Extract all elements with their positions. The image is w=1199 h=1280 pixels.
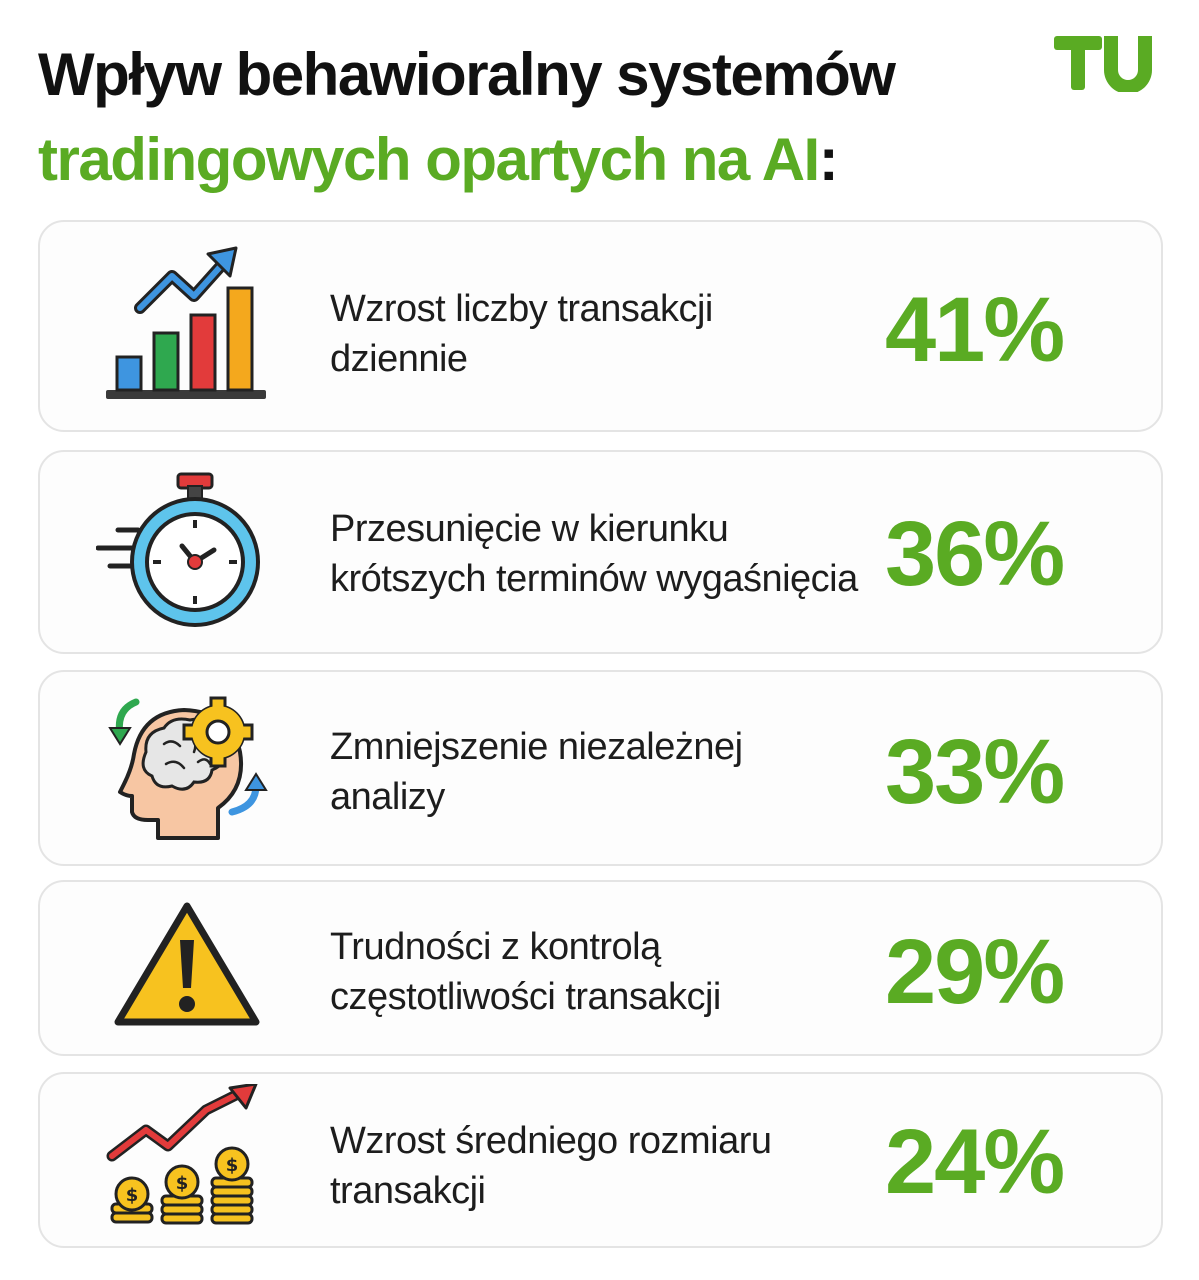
warning-triangle-icon	[114, 902, 260, 1026]
stat-label: Wzrost liczby transakcji dziennie	[330, 284, 713, 384]
stat-label: Wzrost średniego rozmiaru transakcji	[330, 1116, 772, 1216]
stat-label-line-2: dziennie	[330, 338, 468, 380]
page-title-colon: :	[818, 126, 839, 193]
stat-label: Zmniejszenie niezależnej analizy	[330, 722, 743, 822]
stopwatch-icon	[96, 472, 260, 627]
stat-label-line-1: Wzrost średniego rozmiaru	[330, 1120, 772, 1162]
stat-label-line-1: Wzrost liczby transakcji	[330, 288, 713, 330]
tu-logo	[1054, 36, 1152, 92]
stat-card-independent-analysis: Zmniejszenie niezależnej analizy 33%	[38, 670, 1163, 866]
svg-text:$: $	[126, 1185, 139, 1206]
coins-growth-icon: $ $ $	[106, 1084, 258, 1225]
stat-label-line-2: transakcji	[330, 1170, 486, 1212]
page-title-line-2: tradingowych opartych na AI:	[38, 125, 839, 194]
header: Wpływ behawioralny systemów tradingowych…	[38, 30, 1168, 200]
stat-label: Przesunięcie w kierunku krótszych termin…	[330, 504, 858, 604]
stat-label-line-2: analizy	[330, 776, 445, 818]
stat-card-shorter-expiry: Przesunięcie w kierunku krótszych termin…	[38, 450, 1163, 654]
stat-label-line-1: Trudności z kontrolą	[330, 926, 661, 968]
svg-text:$: $	[226, 1155, 239, 1176]
stat-label-line-2: częstotliwości transakcji	[330, 976, 721, 1018]
page-title-line-1: Wpływ behawioralny systemów	[38, 41, 896, 108]
page-title-accent: tradingowych opartych na AI	[38, 126, 820, 193]
stat-label-line-1: Przesunięcie w kierunku	[330, 508, 729, 550]
stat-card-trade-size: $ $ $ Wzrost średniego rozmiaru transakc…	[38, 1072, 1163, 1248]
svg-text:$: $	[176, 1173, 189, 1194]
stat-card-trades-per-day: Wzrost liczby transakcji dziennie 41%	[38, 220, 1163, 432]
stat-label-line-2: krótszych terminów wygaśnięcia	[330, 558, 858, 600]
bar-chart-growth-icon	[106, 246, 266, 399]
stat-card-frequency-control: Trudności z kontrolą częstotliwości tran…	[38, 880, 1163, 1056]
stat-label: Trudności z kontrolą częstotliwości tran…	[330, 922, 721, 1022]
stat-value: 33%	[885, 721, 1065, 823]
stat-value: 41%	[885, 279, 1065, 381]
stat-value: 36%	[885, 503, 1065, 605]
brain-gear-head-icon	[108, 696, 268, 840]
stat-value: 24%	[885, 1111, 1065, 1213]
stat-label-line-1: Zmniejszenie niezależnej	[330, 726, 743, 768]
stat-value: 29%	[885, 921, 1065, 1023]
